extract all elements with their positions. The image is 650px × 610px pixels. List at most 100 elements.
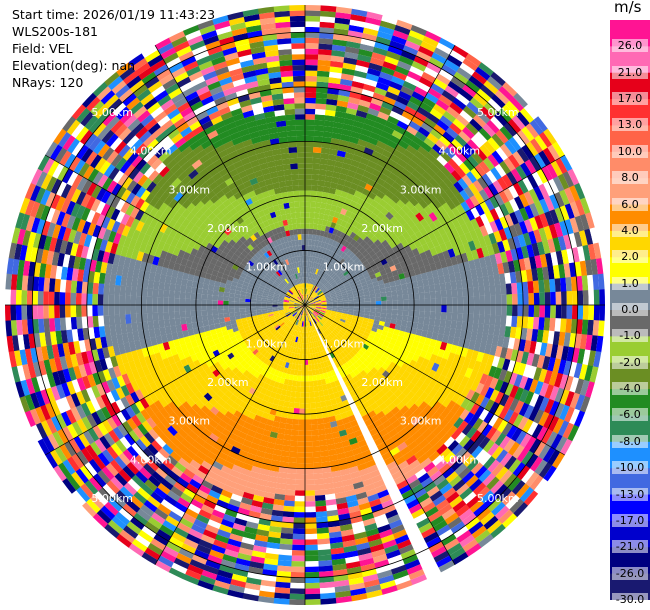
ppi-gate: [125, 313, 132, 324]
ppi-gate: [361, 250, 369, 257]
ppi-gate: [304, 484, 315, 491]
ppi-gate: [477, 323, 485, 334]
ppi-gate: [418, 160, 430, 172]
ppi-gate: [313, 286, 317, 292]
ppi-gate: [316, 257, 321, 264]
ppi-gate: [315, 103, 327, 110]
ppi-gate: [385, 236, 394, 245]
ppi-gate: [446, 312, 453, 321]
ppi-gate: [456, 288, 463, 298]
ppi-gate: [461, 174, 473, 187]
ppi-gate: [406, 282, 413, 289]
ppi-gate: [299, 403, 305, 409]
ppi-gate: [310, 245, 315, 252]
ppi-gate: [352, 120, 365, 129]
ppi-gate: [391, 314, 398, 320]
ppi-gate: [593, 242, 602, 260]
ppi-gate: [478, 257, 487, 268]
ppi-gate: [318, 292, 324, 297]
ppi-gate: [449, 184, 460, 197]
ppi-gate: [343, 302, 349, 306]
ppi-gate: [475, 267, 483, 278]
ppi-gate: [409, 96, 423, 107]
ppi-gate: [423, 285, 430, 293]
ppi-gate: [564, 219, 574, 235]
ppi-gate: [312, 273, 316, 280]
ppi-gate: [593, 289, 600, 306]
ppi-gate: [399, 325, 407, 332]
ppi-gate: [305, 141, 314, 148]
ppi-gate: [349, 231, 357, 239]
ppi-gate: [538, 279, 545, 293]
ppi-gate: [414, 150, 426, 161]
ppi-gate: [574, 378, 585, 395]
ppi-gate: [476, 351, 485, 363]
ppi-gate: [367, 107, 380, 117]
ppi-gate: [153, 320, 160, 329]
ppi-gate: [292, 533, 305, 540]
ppi-gate: [316, 418, 324, 425]
ppi-gate: [506, 305, 513, 317]
ppi-gate: [549, 194, 560, 210]
ppi-gate: [504, 326, 512, 338]
ppi-gate: [597, 273, 605, 290]
ppi-gate: [440, 290, 447, 298]
ppi-gate: [276, 565, 292, 572]
ppi-gate: [538, 183, 550, 199]
ppi-gate: [70, 304, 77, 318]
ppi-gate: [513, 338, 521, 351]
ppi-gate: [544, 292, 551, 306]
ppi-gate: [526, 352, 535, 366]
ppi-gate: [466, 278, 474, 289]
ppi-gate: [419, 218, 429, 228]
ppi-gate: [337, 94, 350, 103]
ppi-gate: [333, 121, 344, 129]
ppi-gate: [426, 191, 437, 203]
ppi-gate: [314, 256, 318, 263]
ppi-gate: [332, 246, 338, 254]
ppi-gate: [513, 196, 525, 210]
ppi-gate: [442, 250, 451, 260]
ppi-gate: [474, 66, 491, 81]
ppi-gate: [436, 119, 450, 132]
ppi-gate: [318, 276, 323, 283]
ppi-gate: [347, 267, 354, 273]
ppi-gate: [374, 289, 381, 294]
ppi-gate: [320, 299, 327, 302]
ppi-gate: [319, 16, 336, 23]
ppi-gate: [339, 318, 346, 323]
ppi-gate: [340, 289, 347, 294]
ppi-gate: [305, 157, 313, 164]
ppi-gate: [343, 118, 355, 126]
ppi-gate: [354, 302, 360, 306]
ppi-gate: [321, 236, 327, 243]
ppi-gate: [284, 489, 296, 496]
ppi-gate: [289, 396, 296, 403]
ppi-gate: [376, 275, 383, 282]
ppi-gate: [587, 319, 594, 336]
ppi-gate: [311, 234, 317, 241]
ppi-gate: [503, 157, 516, 172]
ppi-gate: [574, 394, 586, 411]
ppi-gate: [361, 188, 371, 197]
ppi-gate: [305, 201, 311, 207]
ppi-gate: [413, 293, 420, 300]
ppi-gate: [300, 386, 305, 393]
ppi-gate: [298, 424, 305, 431]
ppi-gate: [315, 92, 328, 99]
ppi-gate: [446, 54, 463, 68]
ppi-gate: [366, 256, 374, 264]
ppi-gate: [329, 257, 335, 264]
ppi-gate: [426, 240, 435, 250]
ppi-gate: [291, 555, 305, 562]
ppi-gate: [385, 313, 392, 319]
ppi-gate: [304, 550, 319, 556]
ppi-gate: [432, 208, 443, 219]
ppi-gate: [370, 301, 376, 306]
ppi-gate: [245, 304, 251, 309]
ppi-gate: [306, 294, 309, 300]
ppi-gate: [468, 340, 476, 351]
ppi-gate: [466, 139, 480, 152]
ppi-gate: [356, 319, 363, 324]
ppi-gate: [470, 167, 482, 181]
